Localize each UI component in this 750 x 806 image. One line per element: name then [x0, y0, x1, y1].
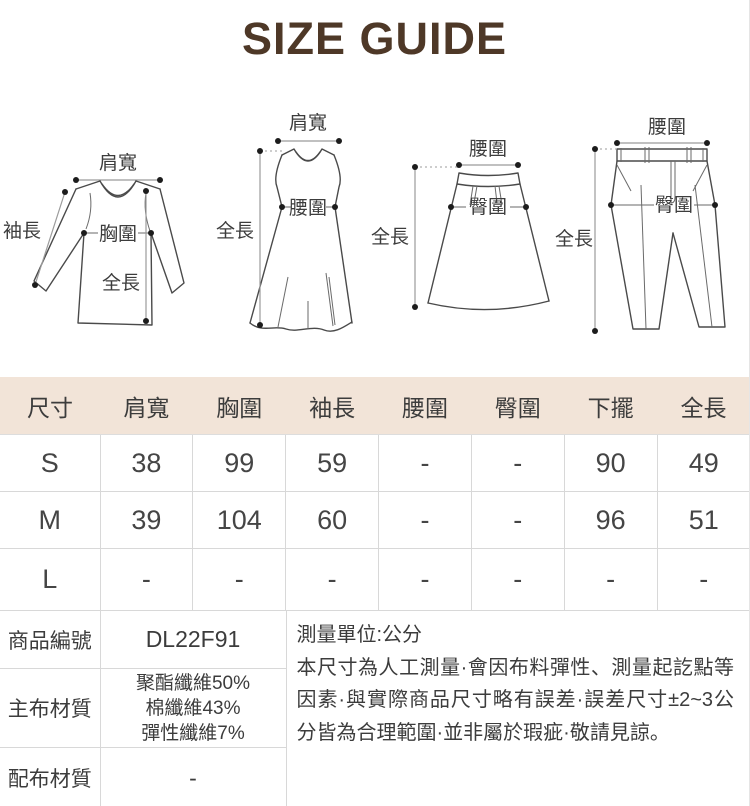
main-fabric-label: 主布材質	[0, 668, 101, 748]
dress-drawing: 肩寬 腰圍 全長	[216, 112, 353, 332]
hip-label: 臀圍	[655, 195, 693, 216]
size-cell: 99	[192, 434, 287, 492]
lining-fabric-label: 配布材質	[0, 747, 101, 806]
skirt-drawing: 腰圍 臀圍 全長	[371, 139, 550, 311]
length-label: 全長	[216, 220, 254, 242]
diagram-dress: 肩寬 腰圍 全長	[190, 85, 370, 367]
size-row-s: S 38 99 59 - - 90 49	[0, 434, 749, 492]
size-cell: S	[0, 434, 101, 492]
size-cell: 38	[99, 434, 194, 492]
long-sleeve-top-drawing: 肩寬 袖長 胸圍 全長	[3, 152, 185, 326]
header-cell: 肩寬	[100, 377, 193, 435]
product-info-table: 商品編號 DL22F91 測量單位:公分 本尺寸為人工測量·會因布料彈性、測量起…	[0, 611, 749, 806]
size-cell: 90	[563, 434, 658, 492]
size-cell: M	[0, 491, 101, 549]
size-cell: -	[563, 548, 658, 611]
measurement-disclaimer: 本尺寸為人工測量·會因布料彈性、測量起訖點等因素·與實際商品尺寸略有誤差·誤差尺…	[296, 656, 735, 744]
size-cell: 51	[656, 491, 749, 549]
size-cell: -	[470, 491, 565, 549]
shoulder-width-label: 肩寬	[289, 112, 327, 134]
main-fabric-row: 主布材質 聚酯纖維50% 棉纖維43% 彈性纖維7%	[0, 668, 749, 748]
diagram-pants: 腰圍 臀圍	[555, 85, 749, 367]
fabric-line: 彈性纖維7%	[141, 722, 245, 744]
size-cell: 59	[285, 434, 380, 492]
waist-label: 腰圍	[648, 117, 686, 138]
size-cell: -	[378, 434, 472, 492]
size-table-header-row: 尺寸 肩寬 胸圍 袖長 腰圍 臀圍 下擺 全長	[0, 377, 749, 435]
header-cell: 全長	[657, 377, 749, 435]
size-cell: -	[378, 491, 472, 549]
size-cell: 96	[563, 491, 658, 549]
bust-label: 胸圍	[99, 223, 137, 245]
header-cell: 臀圍	[471, 377, 565, 435]
size-cell: -	[99, 548, 194, 611]
lining-fabric-row: 配布材質 -	[0, 747, 749, 806]
diagram-long-sleeve-top: 肩寬 袖長 胸圍 全長	[0, 85, 190, 367]
waist-label: 腰圍	[289, 198, 327, 219]
header-cell: 袖長	[285, 377, 379, 435]
sleeve-length-label: 袖長	[3, 220, 41, 242]
hip-label: 臀圍	[469, 197, 507, 218]
size-cell: 104	[192, 491, 287, 549]
page-title: SIZE GUIDE	[241, 13, 508, 64]
size-row-l: L - - - - - - -	[0, 548, 749, 611]
lining-fabric-value: -	[100, 747, 287, 806]
main-fabric-value: 聚酯纖維50% 棉纖維43% 彈性纖維7%	[100, 668, 287, 748]
header-cell: 下擺	[564, 377, 658, 435]
size-cell: -	[656, 548, 749, 611]
size-cell: -	[470, 548, 565, 611]
header-cell: 尺寸	[0, 377, 100, 435]
diagram-skirt: 腰圍 臀圍 全長	[370, 85, 555, 367]
size-cell: L	[0, 548, 101, 611]
size-row-m: M 39 104 60 - - 96 51	[0, 491, 749, 549]
garment-diagrams: 肩寬 袖長 胸圍 全長	[0, 85, 749, 367]
fabric-line: 棉纖維43%	[145, 697, 241, 719]
waist-label: 腰圍	[469, 139, 507, 160]
length-label: 全長	[102, 272, 140, 294]
product-code-value: DL22F91	[100, 611, 287, 669]
size-cell: 60	[285, 491, 380, 549]
length-label: 全長	[371, 226, 409, 248]
measurement-notes: 測量單位:公分 本尺寸為人工測量·會因布料彈性、測量起訖點等因素·與實際商品尺寸…	[286, 611, 749, 806]
fabric-line: 聚酯纖維50%	[135, 672, 251, 694]
shoulder-width-label: 肩寬	[99, 152, 137, 174]
size-cell: -	[192, 548, 287, 611]
size-table: 尺寸 肩寬 胸圍 袖長 腰圍 臀圍 下擺 全長 S 38 99 59 - - 9…	[0, 377, 749, 611]
product-code-row: 商品編號 DL22F91 測量單位:公分 本尺寸為人工測量·會因布料彈性、測量起…	[0, 611, 749, 806]
header-cell: 胸圍	[192, 377, 286, 435]
size-cell: -	[470, 434, 565, 492]
size-cell: -	[378, 548, 472, 611]
size-cell: 39	[99, 491, 194, 549]
product-code-label: 商品編號	[0, 611, 101, 669]
header-cell: 腰圍	[378, 377, 472, 435]
size-cell: 49	[656, 434, 749, 492]
length-label: 全長	[555, 228, 593, 250]
measurement-unit: 測量單位:公分	[296, 624, 423, 646]
pants-drawing: 腰圍 臀圍	[555, 117, 726, 334]
size-cell: -	[285, 548, 380, 611]
